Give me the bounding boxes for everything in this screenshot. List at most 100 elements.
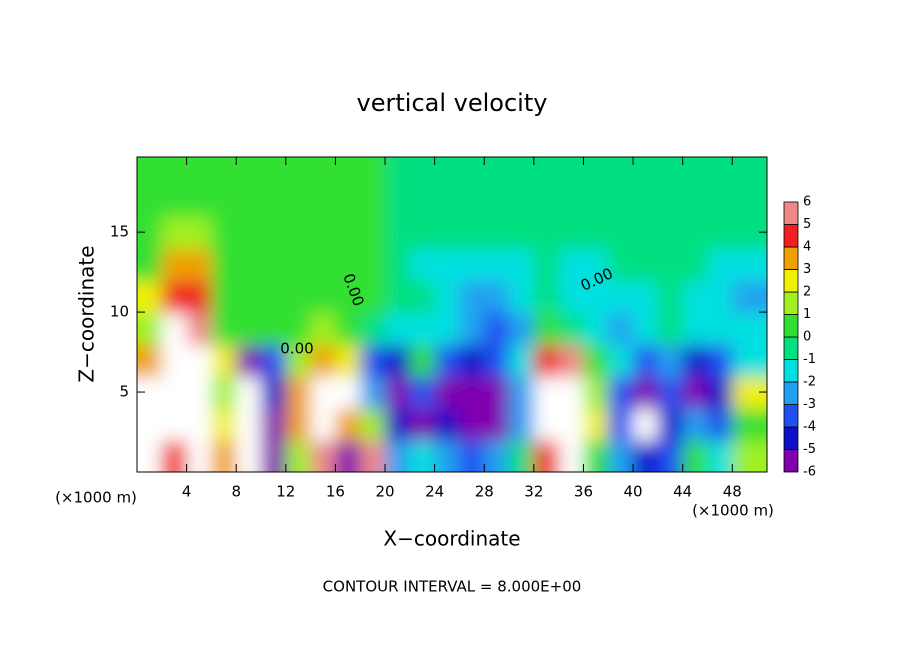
field-cell [633, 408, 659, 442]
field-cell [484, 312, 511, 346]
colorbar-label: -3 [803, 397, 816, 412]
field-cell [558, 248, 585, 282]
field-cell [261, 184, 287, 218]
field-cell [608, 184, 635, 218]
field-cell [707, 312, 734, 346]
field-cell [459, 312, 486, 346]
field-cell [509, 344, 535, 378]
field-cell [161, 216, 188, 250]
field-cell [161, 408, 188, 442]
field-cell [509, 408, 535, 442]
field-cell [137, 408, 163, 442]
colorbar-box [783, 224, 799, 248]
field-cell [211, 376, 238, 410]
field-cell [682, 157, 709, 186]
field-cell [335, 376, 362, 410]
field-cell [533, 248, 560, 282]
field-cell [261, 440, 287, 472]
field-cell [360, 312, 387, 346]
colorbar-label: 5 [803, 217, 811, 232]
field-cell [732, 376, 767, 410]
field-cell [161, 157, 188, 186]
field-cell [310, 216, 337, 250]
field-cell [682, 248, 709, 282]
field-cell [583, 408, 610, 442]
field-cell [707, 344, 734, 378]
field-cell [583, 344, 610, 378]
field-cell [484, 157, 511, 186]
field-cell [533, 344, 560, 378]
field-cell [707, 184, 734, 218]
field-cell [583, 184, 610, 218]
field-cell [608, 440, 635, 472]
x-tick-label: 32 [524, 483, 543, 501]
field-cell [261, 344, 287, 378]
x-tick-label: 24 [425, 483, 444, 501]
colorbar-label: 0 [803, 330, 811, 345]
field-cell [434, 440, 461, 472]
field-cell [633, 216, 659, 250]
field-cell [459, 440, 486, 472]
field-cell [186, 248, 213, 282]
field-cell [682, 376, 709, 410]
field-cell [434, 408, 461, 442]
field-cell [509, 376, 535, 410]
field-cell [285, 280, 312, 314]
field-cell [137, 248, 163, 282]
field-cell [682, 280, 709, 314]
colorbar-label: -2 [803, 375, 816, 390]
field-cell [310, 376, 337, 410]
field-cell [261, 216, 287, 250]
field-cell [211, 344, 238, 378]
field-cell [558, 184, 585, 218]
colorbar-box [783, 201, 799, 225]
colorbar-box [783, 246, 799, 270]
field-cell [682, 312, 709, 346]
field-cell [459, 216, 486, 250]
field-cell [236, 280, 263, 314]
field-cell [186, 312, 213, 346]
x-tick-label: 28 [475, 483, 494, 501]
field-cell [310, 312, 337, 346]
field-cell [310, 344, 337, 378]
field-cell [707, 376, 734, 410]
field-cell [360, 216, 387, 250]
x-tick-label: 44 [673, 483, 692, 501]
field-cell [608, 376, 635, 410]
colorbar-box [783, 269, 799, 293]
field-cell [310, 408, 337, 442]
field-cell [285, 312, 312, 346]
field-cell [707, 408, 734, 442]
plot-frame [136, 156, 768, 473]
field-cell [459, 280, 486, 314]
field [137, 157, 767, 472]
field-cell [161, 440, 188, 472]
field-cell [434, 248, 461, 282]
field-cell [385, 312, 411, 346]
field-cell [509, 248, 535, 282]
field-cell [285, 157, 312, 186]
field-cell [261, 280, 287, 314]
colorbar-box [783, 336, 799, 360]
field-cell [137, 184, 163, 218]
field-cell [533, 312, 560, 346]
x-unit-label: (×1000 m) [692, 502, 774, 520]
field-cell [161, 248, 188, 282]
x-tick-label: 36 [574, 483, 593, 501]
field-cell [732, 216, 767, 250]
field-cell [211, 184, 238, 218]
field-cell [186, 280, 213, 314]
field-cell [385, 184, 411, 218]
field-cell [211, 312, 238, 346]
field-cell [583, 280, 610, 314]
field-cell [236, 440, 263, 472]
field-cell [236, 248, 263, 282]
field-cell [261, 248, 287, 282]
field-cell [459, 408, 486, 442]
field-cell [608, 312, 635, 346]
field-cell [360, 408, 387, 442]
field-cell [583, 440, 610, 472]
field-cell [360, 184, 387, 218]
field-cell [459, 344, 486, 378]
field-cell [211, 440, 238, 472]
